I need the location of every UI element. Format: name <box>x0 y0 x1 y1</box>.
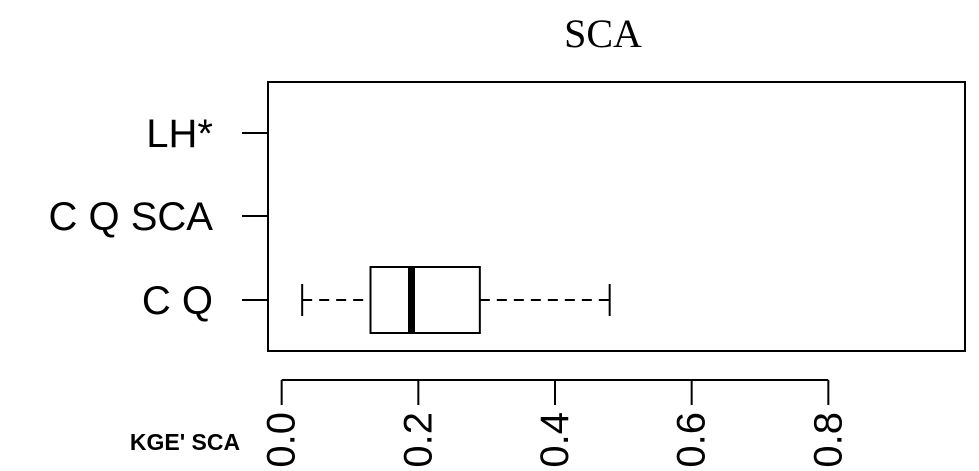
box-group <box>301 266 611 334</box>
y-tick-label: C Q <box>142 279 213 323</box>
y-axis: C Q C Q SCA LH* <box>49 112 268 323</box>
chart-title: SCA <box>564 11 642 56</box>
x-tick-label: 0.8 <box>806 412 850 468</box>
x-tick-label: 0.6 <box>670 412 714 468</box>
x-axis: 0.0 0.2 0.4 0.6 0.8 <box>260 379 850 468</box>
x-tick-label: 0.2 <box>396 412 440 468</box>
box-iqr <box>369 266 481 334</box>
x-tick-label: 0.4 <box>533 412 577 468</box>
x-tick-label: 0.0 <box>260 412 304 468</box>
y-tick-label: C Q SCA <box>49 195 214 239</box>
x-axis-label: KGE' SCA <box>130 429 240 455</box>
y-tick-label: LH* <box>146 112 213 156</box>
